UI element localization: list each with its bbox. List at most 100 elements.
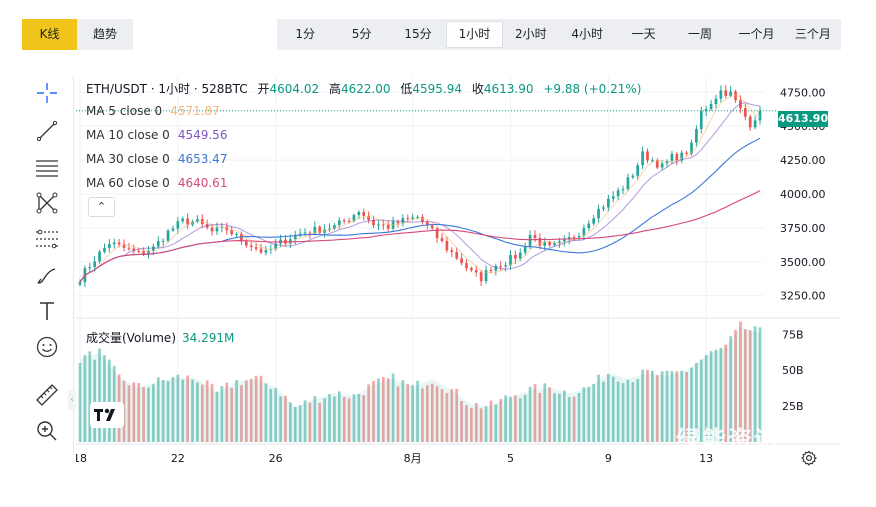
- candle-6: [108, 239, 111, 253]
- candle-body-96: [548, 242, 551, 246]
- interval-1[interactable]: 5分: [351, 27, 372, 41]
- price-chart[interactable]: 3250.003500.003750.004000.004250.004500.…: [76, 76, 840, 476]
- candle-73: [435, 226, 439, 243]
- volume-bar-75: [445, 393, 449, 442]
- crosshair-icon[interactable]: [34, 80, 60, 106]
- volume-bar-0: [78, 362, 82, 442]
- candle-body-91: [523, 247, 527, 253]
- candle-129: [709, 99, 713, 111]
- price-tick-label-1: 3500.00: [780, 256, 826, 269]
- volume-bar-96: [548, 387, 551, 442]
- candle-body-13: [142, 251, 145, 254]
- interval-8[interactable]: 一个月: [738, 27, 775, 41]
- candle-body-21: [181, 218, 185, 222]
- volume-bar-94: [538, 392, 542, 442]
- interval-3[interactable]: 1小时: [446, 21, 503, 48]
- candle-66: [401, 214, 405, 227]
- ma10-legend: MA 10 close 0 4549.56: [86, 128, 227, 142]
- candle-body-92: [528, 234, 532, 248]
- candle-19: [171, 225, 175, 232]
- interval-7[interactable]: 一周: [688, 27, 713, 41]
- ma30-value: 4653.47: [177, 152, 228, 166]
- candle-body-76: [450, 250, 454, 253]
- candle-20: [176, 217, 180, 234]
- ruler-icon[interactable]: [34, 382, 60, 408]
- text-tool-icon[interactable]: [34, 298, 60, 324]
- candle-body-37: [259, 248, 263, 253]
- candle-117: [651, 157, 654, 163]
- candle-body-61: [377, 224, 380, 226]
- gear-icon[interactable]: [801, 450, 818, 466]
- candle-63: [386, 220, 390, 233]
- volume-bar-25: [200, 384, 204, 442]
- volume-bar-49: [318, 402, 322, 442]
- volume-bar-117: [651, 370, 654, 442]
- volume-bar-111: [621, 383, 625, 442]
- volume-bar-65: [396, 386, 400, 442]
- volume-bar-125: [690, 367, 693, 442]
- ma60-line: [79, 190, 761, 283]
- volume-bar-30: [225, 382, 229, 442]
- horizontal-lines-icon[interactable]: [34, 154, 60, 180]
- candle-body-124: [685, 152, 688, 154]
- brush-icon[interactable]: [34, 262, 60, 288]
- zoom-in-icon[interactable]: [34, 418, 60, 444]
- kline-view-button[interactable]: K线: [22, 19, 77, 50]
- candle-108: [607, 194, 610, 212]
- volume-bar-93: [533, 384, 537, 442]
- interval-5[interactable]: 4小时: [571, 27, 604, 41]
- candle-body-49: [318, 226, 322, 233]
- interval-6[interactable]: 一天: [631, 27, 656, 41]
- candle-body-55: [347, 220, 351, 222]
- volume-bar-136: [743, 329, 747, 442]
- toolbar-collapse-handle[interactable]: ‹: [68, 390, 76, 410]
- volume-bar-102: [577, 392, 581, 442]
- emoji-icon[interactable]: [34, 334, 60, 360]
- collapse-legend-button[interactable]: ⌃: [88, 197, 115, 217]
- interval-9[interactable]: 三个月: [794, 27, 831, 41]
- volume-bar-86: [499, 399, 503, 442]
- candle-body-47: [308, 232, 312, 234]
- candle-body-86: [499, 266, 503, 268]
- candle-103: [582, 224, 586, 241]
- interval-4[interactable]: 2小时: [515, 27, 547, 41]
- candle-115: [641, 146, 644, 170]
- volume-bar-69: [416, 380, 419, 442]
- top-bar: K线 趋势 1分 5分 15分 1小时 2小时 4小时 一天 一周 一个月 三个月: [0, 0, 876, 64]
- volume-bar-137: [748, 330, 752, 442]
- candle-body-8: [117, 242, 121, 245]
- candle-body-84: [489, 270, 493, 272]
- trend-view-button[interactable]: 趋势: [77, 19, 133, 50]
- volume-bar-50: [323, 398, 326, 442]
- trend-line-icon[interactable]: [34, 118, 60, 144]
- volume-tick-label-1: 50B: [782, 364, 804, 377]
- volume-bar-95: [543, 383, 547, 442]
- candle-22: [186, 213, 189, 229]
- volume-bar-33: [240, 385, 243, 442]
- candle-body-22: [186, 218, 189, 225]
- candle-body-28: [215, 227, 219, 232]
- time-tick-label-4: 5: [507, 452, 514, 465]
- interval-2[interactable]: 15分: [404, 27, 432, 41]
- candle-body-94: [538, 237, 542, 246]
- candle-body-24: [196, 218, 199, 222]
- candle-body-16: [156, 241, 160, 247]
- pattern-icon[interactable]: [34, 190, 60, 216]
- volume-bar-73: [435, 386, 439, 442]
- volume-value: 34.291M: [182, 331, 235, 345]
- candle-body-44: [293, 235, 297, 240]
- candle-81: [474, 265, 478, 277]
- volume-bar-127: [699, 359, 703, 442]
- candle-body-32: [235, 233, 238, 235]
- volume-bar-116: [646, 369, 649, 442]
- candle-body-14: [147, 251, 150, 254]
- candle-body-34: [244, 241, 248, 246]
- candle-17: [161, 238, 165, 247]
- volume-bar-138: [753, 326, 757, 442]
- interval-0[interactable]: 1分: [295, 27, 316, 41]
- candle-body-129: [709, 104, 713, 110]
- candle-body-79: [465, 263, 468, 269]
- fib-retracement-icon[interactable]: [34, 226, 60, 252]
- candle-37: [259, 243, 263, 255]
- candle-body-9: [122, 244, 126, 248]
